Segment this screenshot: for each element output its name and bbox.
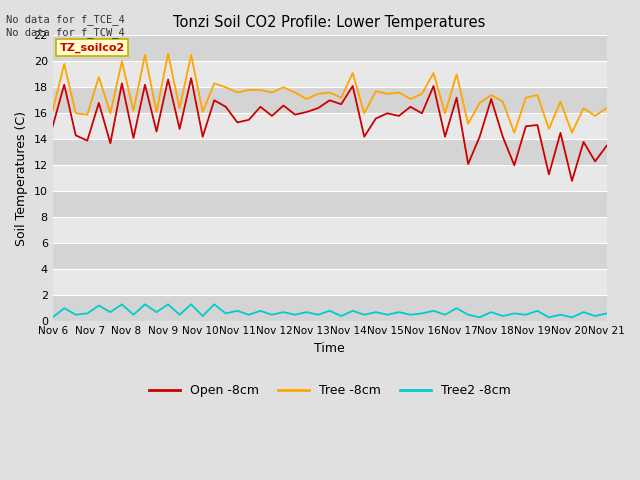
Bar: [52, 36, 607, 61]
Bar: [52, 139, 607, 165]
Bar: [52, 217, 607, 243]
Bar: [52, 113, 607, 139]
Bar: [52, 295, 607, 321]
Bar: [52, 61, 607, 87]
Y-axis label: Soil Temperatures (C): Soil Temperatures (C): [15, 111, 28, 246]
Bar: [52, 243, 607, 269]
Legend: Open -8cm, Tree -8cm, Tree2 -8cm: Open -8cm, Tree -8cm, Tree2 -8cm: [144, 379, 516, 402]
Bar: [52, 269, 607, 295]
Bar: [52, 165, 607, 191]
X-axis label: Time: Time: [314, 342, 345, 355]
Bar: [52, 87, 607, 113]
Title: Tonzi Soil CO2 Profile: Lower Temperatures: Tonzi Soil CO2 Profile: Lower Temperatur…: [173, 15, 486, 30]
Bar: [52, 191, 607, 217]
Text: No data for f_TCE_4
No data for f_TCW_4: No data for f_TCE_4 No data for f_TCW_4: [6, 14, 125, 38]
Text: TZ_soilco2: TZ_soilco2: [60, 42, 125, 52]
